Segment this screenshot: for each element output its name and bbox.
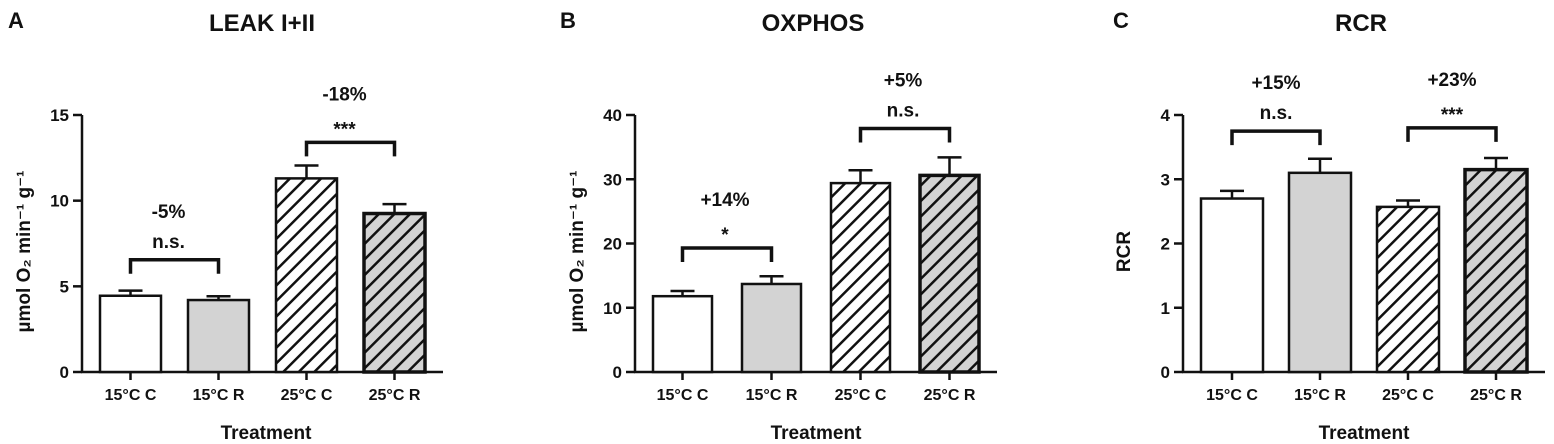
percent-change-label: +14% [700, 190, 749, 211]
percent-change-label: -18% [322, 84, 366, 105]
panel-title: OXPHOS [762, 10, 865, 37]
bar [1375, 205, 1441, 374]
significance-bracket [680, 246, 774, 262]
panel-letter: B [560, 8, 576, 33]
significance-bracket [128, 258, 221, 274]
y-tick-label: 10 [50, 192, 69, 211]
x-tick-label: 25°C R [924, 387, 976, 404]
y-tick-label: 3 [1161, 170, 1170, 189]
y-axis-title: µmol O₂ min⁻¹ g⁻¹ [567, 171, 588, 333]
x-tick-label: 15°C C [657, 387, 709, 404]
bar [1199, 197, 1265, 374]
y-tick-label: 10 [603, 299, 622, 318]
bar [651, 294, 714, 374]
significance-label: * [721, 225, 729, 246]
y-tick-label: 0 [613, 363, 622, 382]
chart-panel-c: C RCR 0 1 2 3 4 RCR 15°C C 15°C R 25°C C 25°C R Trea… [1113, 8, 1545, 444]
y-tick-label: 2 [1161, 235, 1170, 254]
bar [98, 294, 163, 374]
bar [1287, 171, 1353, 374]
x-tick-label: 15°C R [193, 387, 245, 404]
bar [740, 282, 803, 374]
y-axis-title: µmol O₂ min⁻¹ g⁻¹ [14, 171, 35, 333]
panel-title: RCR [1335, 10, 1387, 37]
x-axis-title: Treatment [771, 423, 862, 444]
significance-bracket [1406, 126, 1498, 142]
x-axis-title: Treatment [221, 423, 312, 444]
significance-bracket [858, 126, 952, 143]
x-tick-label: 25°C C [1382, 387, 1434, 404]
significance-label: *** [1441, 105, 1464, 126]
x-tick-label: 25°C R [369, 387, 421, 404]
bar [362, 211, 427, 374]
y-tick-label: 0 [60, 363, 69, 382]
x-tick-label: 15°C R [746, 387, 798, 404]
y-tick-label: 5 [60, 277, 69, 296]
panel-letter: C [1113, 8, 1129, 33]
significance-label: n.s. [1260, 103, 1293, 124]
significance-label: *** [333, 119, 356, 140]
y-axis-title: RCR [1114, 231, 1135, 272]
panel-title: LEAK I+II [209, 10, 315, 37]
bar [1463, 167, 1529, 374]
x-tick-label: 15°C C [105, 387, 157, 404]
percent-change-label: +15% [1251, 73, 1300, 94]
x-tick-label: 25°C C [281, 387, 333, 404]
chart-panel-b: B OXPHOS 0 10 20 30 40 µmol O₂ min⁻¹ g⁻¹ 15°C C 1… [560, 8, 997, 444]
y-tick-label: 1 [1161, 299, 1170, 318]
y-tick-label: 0 [1161, 363, 1170, 382]
chart-panel-a: A LEAK I+II 0 5 10 15 µmol O₂ min⁻¹ g⁻¹ 15°C C 1… [8, 8, 443, 444]
y-tick-label: 15 [50, 106, 69, 125]
percent-change-label: +5% [884, 70, 923, 91]
significance-bracket [304, 140, 397, 157]
y-tick-label: 40 [603, 106, 622, 125]
significance-bracket [1230, 129, 1322, 146]
y-tick-label: 20 [603, 235, 622, 254]
x-tick-label: 15°C R [1294, 387, 1346, 404]
bar [274, 177, 339, 374]
y-tick-label: 30 [603, 170, 622, 189]
bar [918, 173, 981, 374]
panel-letter: A [8, 8, 24, 33]
x-tick-label: 25°C C [835, 387, 887, 404]
x-axis-title: Treatment [1319, 423, 1410, 444]
percent-change-label: -5% [152, 202, 186, 223]
x-tick-label: 25°C R [1470, 387, 1522, 404]
x-tick-label: 15°C C [1206, 387, 1258, 404]
bar [186, 298, 251, 374]
significance-label: n.s. [887, 100, 920, 121]
significance-label: n.s. [152, 232, 185, 253]
bar [829, 181, 892, 374]
percent-change-label: +23% [1427, 70, 1476, 91]
y-tick-label: 4 [1161, 106, 1171, 125]
